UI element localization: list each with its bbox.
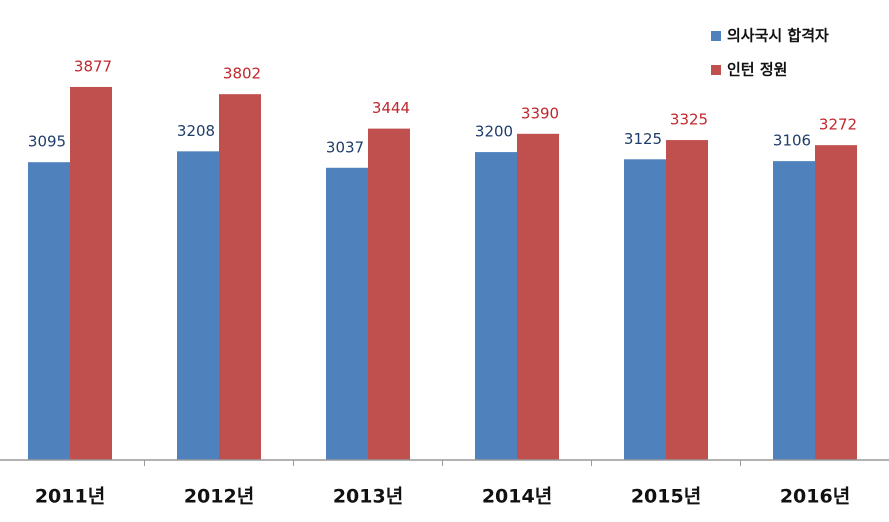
bar [773,161,815,460]
value-label: 3325 [670,111,708,129]
value-label: 3106 [773,132,811,150]
value-label: 3037 [326,138,364,156]
bar [326,167,368,460]
x-tick-label: 2012년 [184,486,254,508]
x-tick-label: 2016년 [780,486,850,508]
value-label: 3208 [177,122,215,140]
bar [666,140,708,461]
bar [517,133,559,460]
bar [815,145,857,460]
legend-swatch [711,65,721,75]
legend-label: 의사국시 합격자 [727,27,829,45]
bar [219,94,261,460]
value-label: 3125 [624,130,662,148]
value-label: 3200 [475,123,513,141]
value-label: 3390 [521,104,559,122]
bar [28,162,70,461]
value-label: 3802 [223,65,261,83]
value-label: 3877 [74,57,112,75]
bar [70,86,112,460]
x-tick-label: 2014년 [482,486,552,508]
value-label: 3444 [372,99,410,117]
bar [177,151,219,461]
value-label: 3095 [28,133,66,151]
x-tick-label: 2015년 [631,486,701,508]
legend-label: 인턴 정원 [727,61,787,79]
bar [624,159,666,461]
x-tick-label: 2011년 [35,486,105,508]
x-tick-label: 2013년 [333,486,403,508]
bar [475,152,517,461]
bar [368,128,410,461]
legend-swatch [711,31,721,41]
value-label: 3272 [819,116,857,134]
